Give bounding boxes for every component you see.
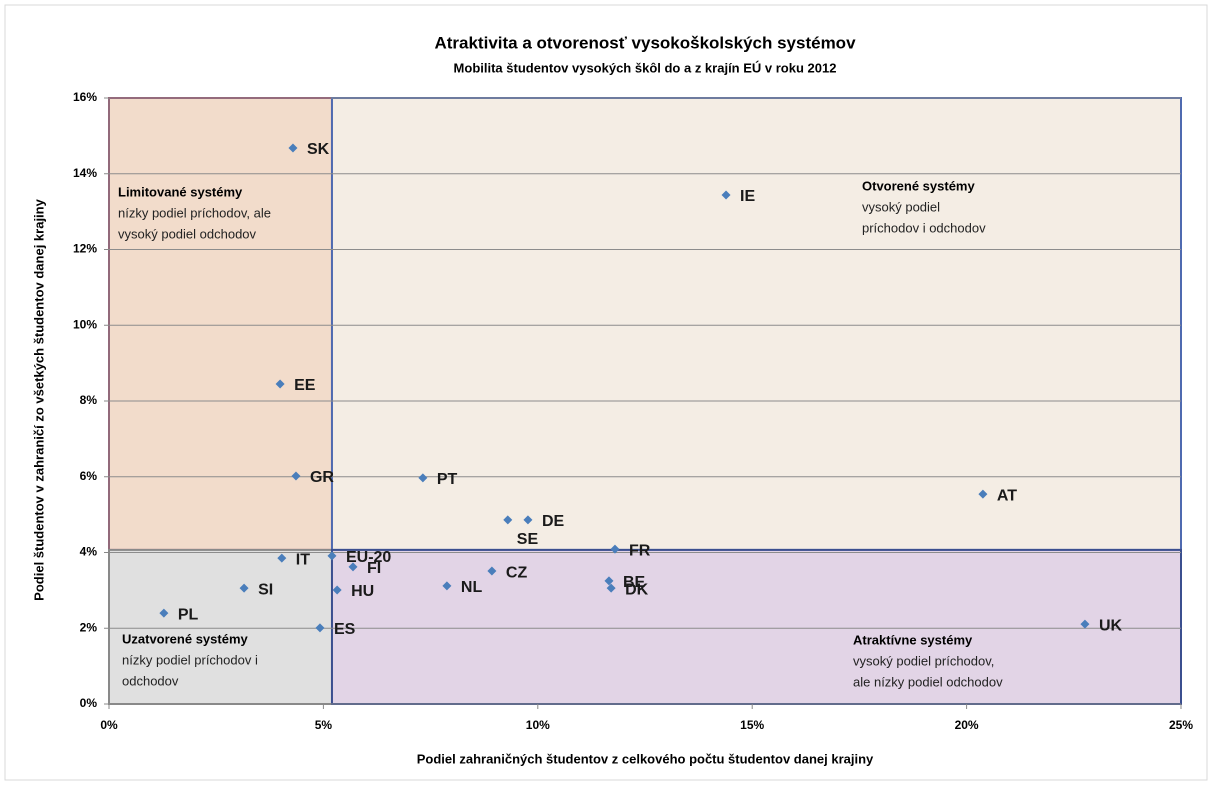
point <box>978 489 988 499</box>
quadrant-text: príchodov i odchodov <box>862 220 986 235</box>
point-label: EU-20 <box>346 549 391 566</box>
point <box>418 473 428 483</box>
quadrant-area <box>330 548 1182 705</box>
y-axis-label: Podiel študentov v zahraničí zo všetkých… <box>31 198 46 600</box>
point-label: FI <box>367 560 381 577</box>
x-tick-label: 10% <box>526 718 550 732</box>
y-tick-label: 4% <box>80 545 98 559</box>
quadrant-area <box>330 97 1182 551</box>
point <box>277 553 287 563</box>
quadrant-title: Limitované systémy <box>118 184 243 199</box>
y-tick-label: 14% <box>73 166 97 180</box>
y-tick-label: 12% <box>73 242 97 256</box>
point-label: EE <box>294 377 316 394</box>
chart-subtitle: Mobilita študentov vysokých škôl do a z … <box>454 60 837 75</box>
point <box>348 562 358 572</box>
point-label: IE <box>740 188 755 205</box>
point <box>327 551 337 561</box>
point <box>523 515 533 525</box>
y-tick-label: 8% <box>80 393 98 407</box>
point-label: GR <box>310 469 334 486</box>
quadrant-text: vysoký podiel <box>862 199 940 214</box>
quadrant-text: nízky podiel príchodov, ale <box>118 205 271 220</box>
quadrant-text: odchodov <box>122 673 179 688</box>
quadrant-title: Uzatvorené systémy <box>122 631 248 646</box>
quadrant-text: ale nízky podiel odchodov <box>853 674 1003 689</box>
grid: 0% 2% 4% 6% 8% 10% 12% 14% 16% 0% 5% 10% 15% 20% 25% <box>73 90 1193 732</box>
point-label: PL <box>178 606 199 623</box>
point <box>239 583 249 593</box>
point-label: NL <box>461 579 483 596</box>
y-tick-label: 6% <box>80 469 98 483</box>
point-label: UK <box>1099 617 1123 634</box>
x-tick-label: 25% <box>1169 718 1193 732</box>
point <box>288 143 298 153</box>
point <box>503 515 513 525</box>
point-label: SE <box>517 531 539 548</box>
y-tick-label: 10% <box>73 317 97 331</box>
point <box>291 471 301 481</box>
quadrant-text: vysoký podiel príchodov, <box>853 653 994 668</box>
quadrant-text: vysoký podiel odchodov <box>118 226 257 241</box>
point <box>487 566 497 576</box>
quadrant-area <box>108 548 333 705</box>
x-tick-label: 15% <box>740 718 764 732</box>
point-label: HU <box>351 583 374 600</box>
chart-title: Atraktivita a otvorenosť vysokoškolských… <box>434 33 856 52</box>
y-tick-label: 2% <box>80 620 98 634</box>
point-label: BE <box>623 574 646 591</box>
quadrant-title: Otvorené systémy <box>862 178 975 193</box>
point <box>159 608 169 618</box>
quadrant-text: nízky podiel príchodov i <box>122 652 258 667</box>
point-label: DK <box>625 581 649 598</box>
point-label: IT <box>296 551 310 568</box>
y-tick-label: 16% <box>73 90 97 104</box>
point-label: ES <box>334 621 356 638</box>
x-axis-label: Podiel zahraničných študentov z celkovéh… <box>417 751 874 766</box>
point-label: FR <box>629 542 651 559</box>
y-tick-label: 0% <box>80 696 98 710</box>
x-tick-label: 20% <box>955 718 979 732</box>
point <box>606 583 616 593</box>
point <box>1080 619 1090 629</box>
point <box>610 544 620 554</box>
point-label: CZ <box>506 564 528 581</box>
point <box>604 576 614 586</box>
quadrant-title: Atraktívne systémy <box>853 632 973 647</box>
point-label: SI <box>258 581 273 598</box>
point <box>442 581 452 591</box>
x-tick-label: 0% <box>100 718 118 732</box>
point <box>315 623 325 633</box>
point-label: AT <box>997 487 1017 504</box>
point-label: PT <box>437 471 458 488</box>
point <box>721 190 731 200</box>
x-tick-label: 5% <box>315 718 333 732</box>
point-label: DE <box>542 513 565 530</box>
point-label: SK <box>307 141 330 158</box>
quadrant-area <box>108 97 333 551</box>
point <box>332 585 342 595</box>
point <box>275 379 285 389</box>
